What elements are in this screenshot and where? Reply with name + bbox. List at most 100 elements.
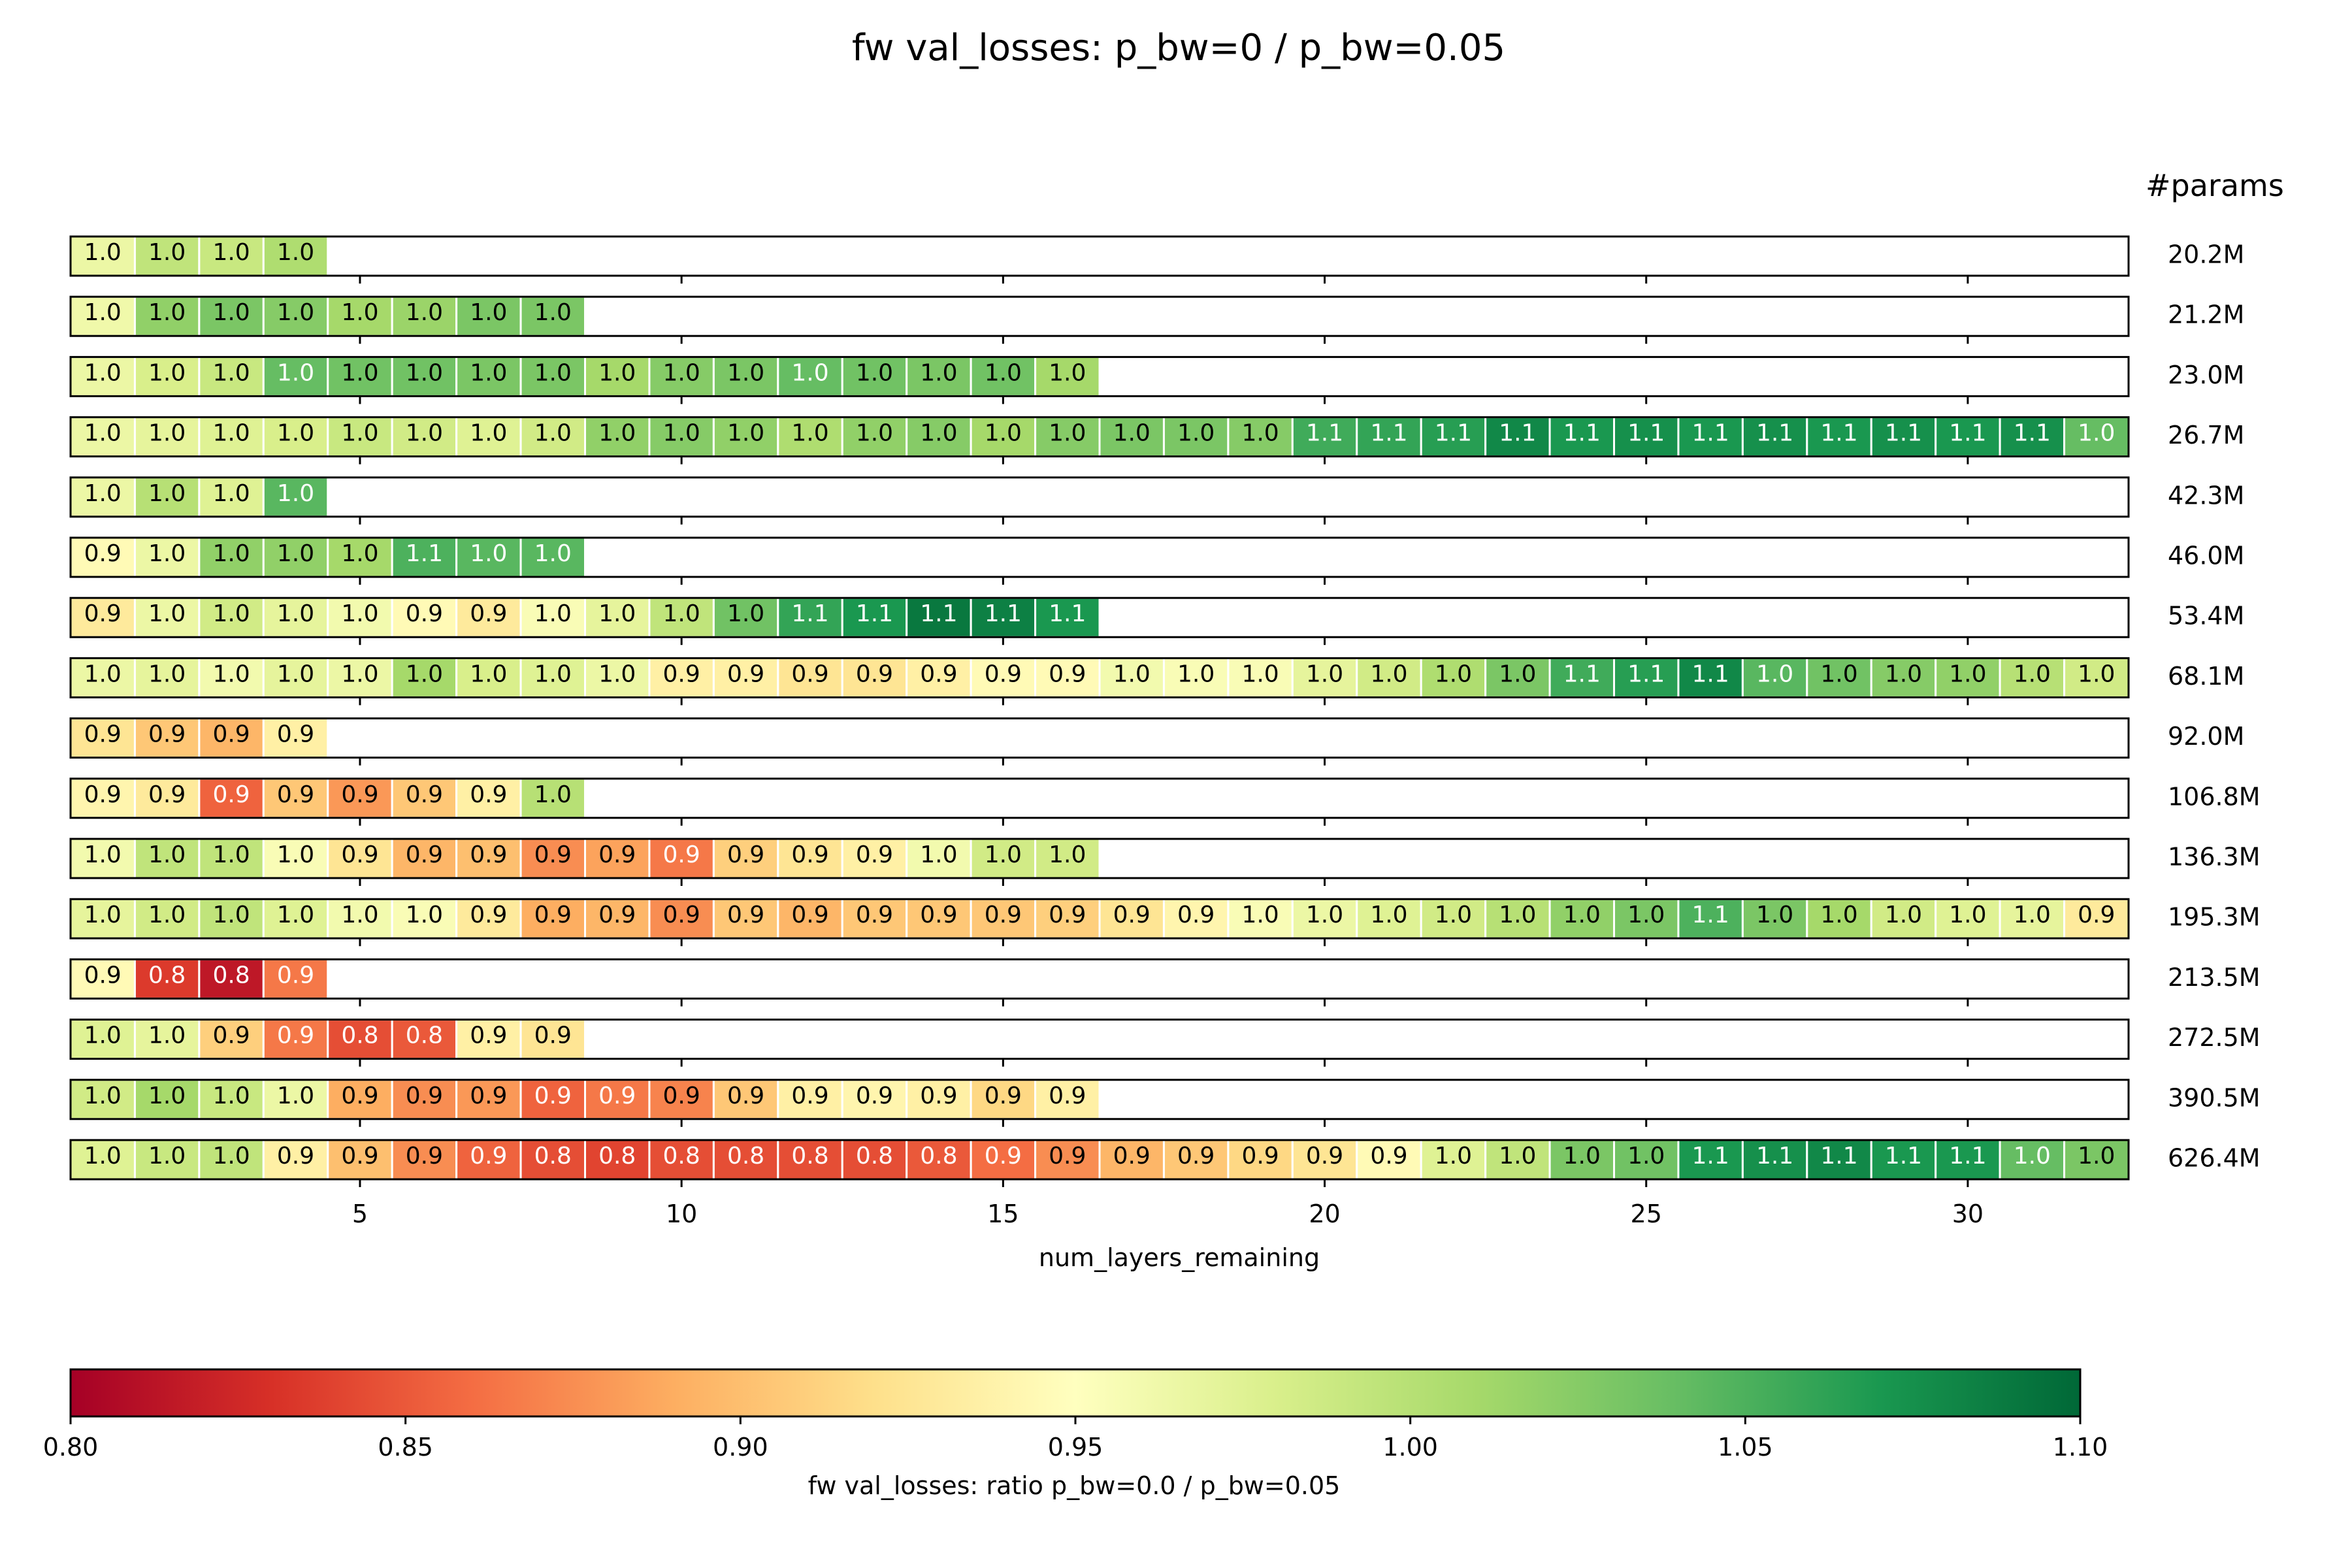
heatmap-cell [133,838,201,879]
heatmap-cell [648,657,715,698]
chart-title: fw val_losses: p_bw=0 / p_bw=0.05 [852,27,1505,69]
heatmap-cell [1999,898,2066,939]
cell-label: 1.0 [856,420,893,447]
cell-label: 1.0 [341,902,378,928]
cell-label: 0.9 [1113,1143,1151,1169]
cell-label: 1.0 [148,600,186,627]
cell-label: 1.0 [2014,661,2051,687]
colorbar: 0.80 0.85 0.90 0.95 1.00 1.05 1.10 [43,1368,2108,1462]
cell-label: 1.0 [534,661,572,687]
cell-label: 1.1 [1692,420,1729,447]
cell-label: 1.0 [84,239,122,266]
cell-label: 1.0 [534,299,572,326]
heatmap-cell [262,235,329,277]
row-frame [69,1079,2130,1120]
cell-label: 1.0 [470,420,507,447]
cell-label: 0.9 [598,1083,636,1109]
params-header: #params [2146,168,2284,203]
cell-label: 1.1 [1885,420,1922,447]
cell-label: 0.9 [985,661,1022,687]
heatmap-cell [1548,898,1615,939]
cell-label: 1.0 [84,420,122,447]
cell-label: 0.9 [1306,1143,1343,1169]
x-axis-label: num_layers_remaining [1039,1243,1320,1272]
cell-label: 0.9 [1113,902,1151,928]
heatmap-cell [519,596,586,638]
heatmap-cell [327,355,393,397]
cell-label: 1.0 [1756,661,1793,687]
cell-label: 1.1 [1692,661,1729,687]
cell-label: 1.1 [1627,420,1665,447]
cell-label: 1.1 [1306,420,1343,447]
params-label: 46.0M [2168,542,2244,570]
cell-label: 1.0 [2014,1143,2051,1169]
heatmap-cell [1870,1139,1937,1181]
cell-label: 0.9 [277,1022,314,1049]
cell-label: 0.9 [1241,1143,1279,1169]
cell-label: 1.0 [341,661,378,687]
cell-label: 1.0 [277,420,314,447]
cell-label: 1.0 [148,299,186,326]
heatmap-cell [262,536,329,578]
cell-label: 1.0 [1627,902,1665,928]
cell-label: 1.0 [84,299,122,326]
heatmap-cell [1999,416,2066,458]
cell-label: 0.9 [856,841,893,868]
cell-label: 1.0 [1113,420,1151,447]
cell-label: 0.9 [84,962,122,988]
heatmap-cell [455,416,522,458]
heatmap-cell [970,1139,1037,1181]
params-label: 23.0M [2168,361,2244,389]
cell-label: 1.0 [1949,902,1986,928]
heatmap-cell [1741,898,1808,939]
cell-label: 0.9 [920,1083,957,1109]
colorbar-tick-label: 1.05 [1718,1433,1773,1462]
heatmap-cell [1034,416,1101,458]
heatmap-cell [841,838,908,879]
cell-label: 1.0 [534,420,572,447]
heatmap-cell [519,1019,586,1060]
row-frame [69,717,2130,759]
cell-label: 1.0 [277,239,314,266]
colorbar-tick-label: 1.10 [2053,1433,2108,1462]
cell-label: 1.0 [534,540,572,567]
params-label: 21.2M [2168,301,2244,329]
heatmap-cell [584,1079,651,1120]
heatmap-cell [1806,416,1872,458]
cell-label: 1.0 [1563,1143,1601,1169]
cell-label: 1.0 [277,600,314,627]
cell-label: 1.1 [406,540,443,567]
cell-label: 0.8 [212,962,250,988]
cell-label: 0.9 [985,1143,1022,1169]
cell-label: 0.8 [598,1143,636,1169]
cell-label: 1.0 [212,239,250,266]
cell-label: 0.9 [341,841,378,868]
cell-label: 0.9 [985,1083,1022,1109]
cell-label: 0.9 [470,1022,507,1049]
cell-label: 0.9 [791,841,828,868]
cell-label: 1.0 [1627,1143,1665,1169]
cell-label: 1.0 [470,299,507,326]
heatmap-cell [841,596,908,638]
cell-label: 1.0 [1370,902,1407,928]
cell-label: 1.0 [148,420,186,447]
heatmap-row: 1.0 1.0 1.0 1.0 1.0 1.0 1.0 1.0 1.0 1.0 1.0 1.0 1.0 1… [69,355,2244,404]
x-axis: 5 10 15 20 25 30 [352,1200,1984,1228]
cell-label: 1.0 [148,902,186,928]
cell-label: 1.0 [148,540,186,567]
params-label: 26.7M [2168,421,2244,449]
row-frame [69,777,2130,819]
heatmap-cell [1999,657,2066,698]
cell-label: 0.9 [277,721,314,748]
row-frame [69,355,2130,397]
heatmap-cell [133,416,201,458]
cell-label: 1.0 [598,661,636,687]
cell-label: 0.9 [791,661,828,687]
row-frame [69,657,2130,698]
cell-label: 1.0 [920,359,957,386]
cell-label: 1.1 [985,600,1022,627]
heatmap-cell [133,898,201,939]
heatmap-row: 0.9 1.0 1.0 1.0 1.0 0.9 0.9 1.0 1.0 1.0 1.0 1.1 1.1 1… [69,596,2244,645]
cell-label: 1.0 [212,480,250,507]
params-label: 53.4M [2168,602,2244,630]
